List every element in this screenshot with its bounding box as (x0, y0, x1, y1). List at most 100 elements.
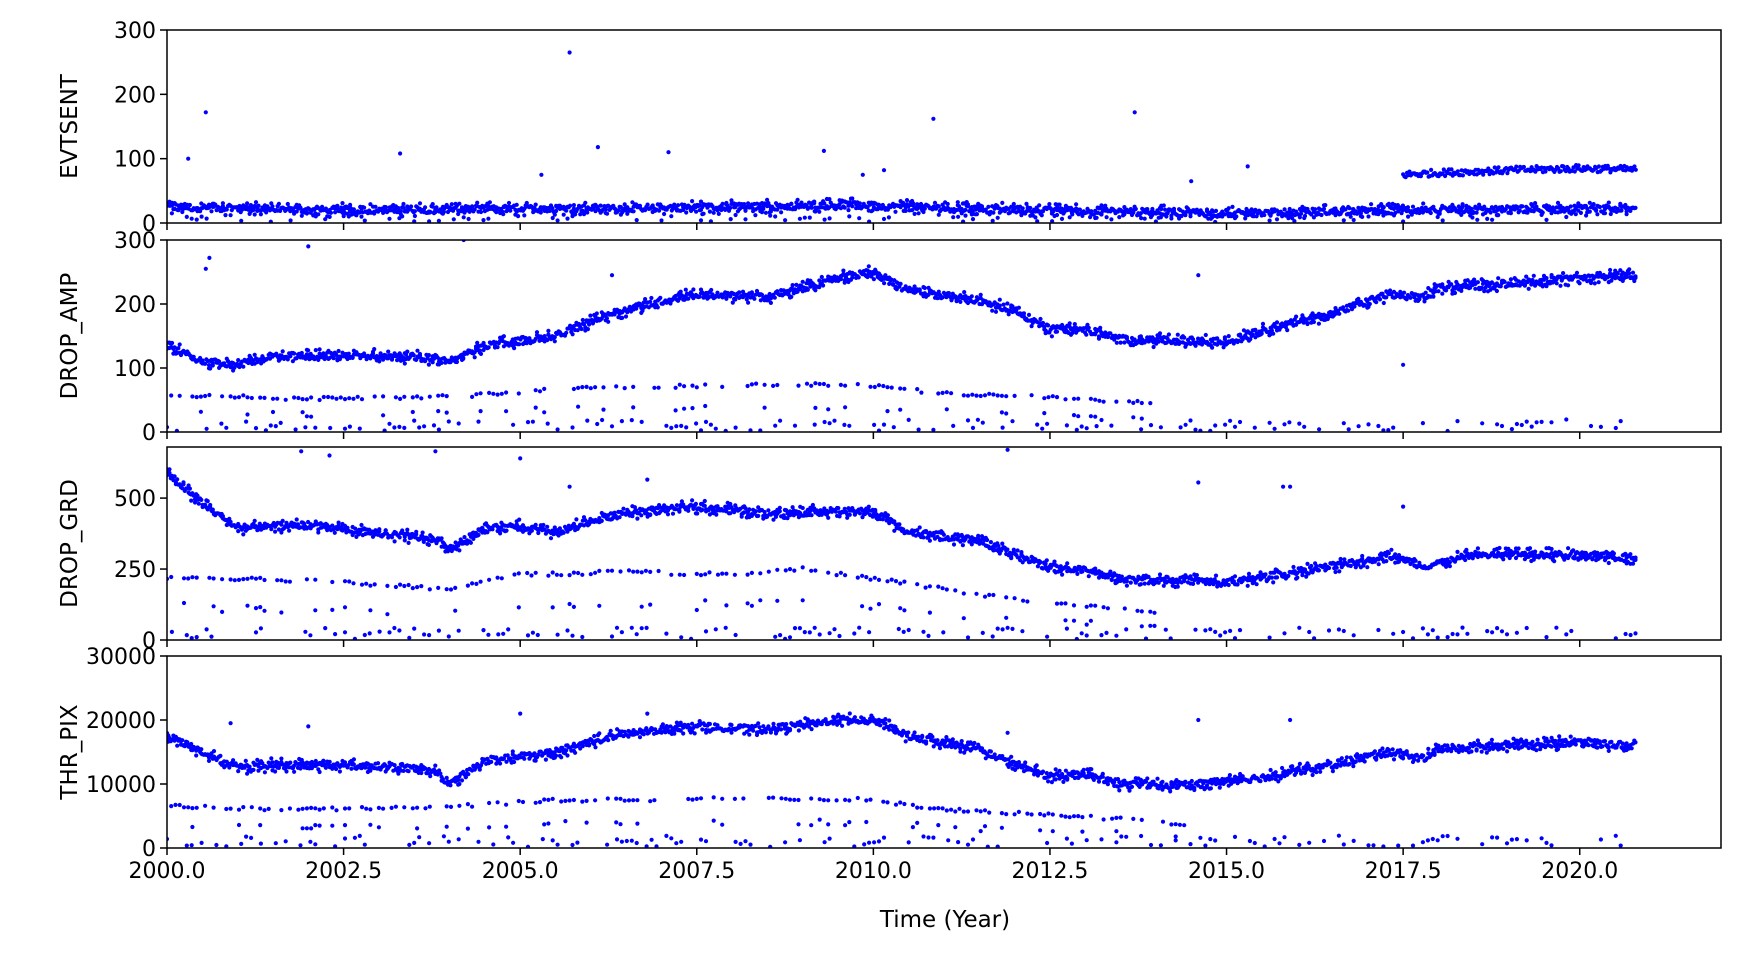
data-point (664, 424, 668, 428)
data-point (1485, 217, 1489, 221)
data-point (296, 396, 300, 400)
data-point (553, 339, 557, 343)
data-point (1273, 427, 1277, 431)
data-point (630, 418, 634, 422)
data-point (534, 523, 538, 527)
data-point (1095, 424, 1099, 428)
data-point (847, 214, 851, 218)
data-point (1004, 411, 1008, 415)
data-point (836, 506, 840, 510)
data-point (595, 422, 599, 426)
data-point (440, 361, 444, 365)
data-point (669, 426, 673, 430)
data-point (1608, 268, 1612, 272)
data-point (236, 358, 240, 362)
data-point (703, 499, 707, 503)
data-point (1268, 219, 1272, 223)
data-point (1619, 209, 1623, 213)
data-point (348, 425, 352, 429)
data-point (1575, 271, 1579, 275)
data-point (694, 502, 698, 506)
data-point (1030, 393, 1034, 397)
data-point (487, 345, 491, 349)
data-point (812, 200, 816, 204)
data-point (886, 513, 890, 517)
data-point (764, 211, 768, 215)
data-point (383, 209, 387, 213)
data-point (1080, 424, 1084, 428)
data-point (241, 393, 245, 397)
data-point (709, 288, 713, 292)
data-point (946, 202, 950, 206)
data-point (822, 382, 826, 386)
data-point (1495, 289, 1499, 293)
data-point (1287, 420, 1291, 424)
data-point (970, 393, 974, 397)
data-point (334, 397, 338, 401)
data-point (1060, 217, 1064, 221)
data-point (322, 395, 326, 399)
data-point (1070, 211, 1074, 215)
data-point (1000, 201, 1004, 205)
data-point (1634, 168, 1638, 172)
data-point (750, 382, 754, 386)
data-point (534, 388, 538, 392)
data-point (512, 346, 516, 350)
data-point (867, 264, 871, 268)
data-point (721, 202, 725, 206)
data-point (1520, 204, 1524, 208)
data-point (195, 218, 199, 222)
data-point (813, 423, 817, 427)
data-point (917, 428, 921, 432)
data-point (1253, 426, 1257, 430)
data-point (412, 419, 416, 423)
data-point (1261, 322, 1265, 326)
data-point (220, 394, 224, 398)
data-point (773, 296, 777, 300)
data-point (271, 397, 275, 401)
data-point (947, 291, 951, 295)
data-point (415, 394, 419, 398)
data-point (1319, 213, 1323, 217)
data-point (1125, 335, 1129, 339)
data-point (1369, 202, 1373, 206)
data-point (648, 513, 652, 517)
outlier-point (861, 173, 865, 177)
data-point (281, 519, 285, 523)
data-point (675, 503, 679, 507)
data-point (351, 397, 355, 401)
data-point (1461, 173, 1465, 177)
data-point (587, 322, 591, 326)
data-point (535, 330, 539, 334)
data-point (316, 530, 320, 534)
data-point (347, 396, 351, 400)
data-point (714, 427, 718, 431)
data-point (623, 386, 627, 390)
data-point (695, 385, 699, 389)
data-point (1148, 401, 1152, 405)
data-point (893, 210, 897, 214)
data-point (917, 211, 921, 215)
outlier-point (596, 145, 600, 149)
data-point (295, 517, 299, 521)
data-point (872, 277, 876, 281)
data-point (963, 214, 967, 218)
data-point (975, 212, 979, 216)
data-point (392, 425, 396, 429)
data-point (377, 359, 381, 363)
data-point (436, 409, 440, 413)
data-point (778, 419, 782, 423)
data-point (1233, 216, 1237, 220)
data-point (359, 215, 363, 219)
data-point (502, 334, 506, 338)
data-point (1042, 396, 1046, 400)
data-point (190, 394, 194, 398)
data-point (1214, 209, 1218, 213)
data-point (817, 210, 821, 214)
data-point (1182, 336, 1186, 340)
data-point (750, 290, 754, 294)
data-point (565, 217, 569, 221)
data-point (538, 389, 542, 393)
data-point (373, 394, 377, 398)
data-point (229, 394, 233, 398)
